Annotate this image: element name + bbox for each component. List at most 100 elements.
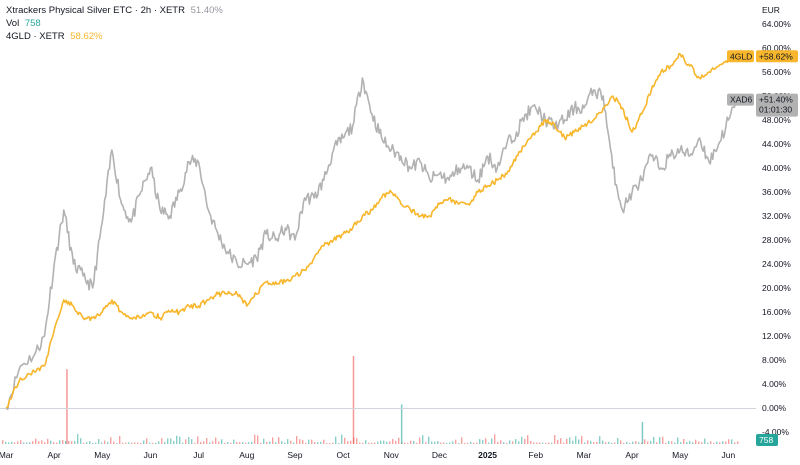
volume-bar xyxy=(545,442,547,444)
volume-bar xyxy=(281,441,283,444)
volume-bar xyxy=(149,442,151,444)
volume-value-tag xyxy=(756,434,778,446)
volume-bar xyxy=(506,442,508,444)
volume-bar xyxy=(692,442,694,444)
volume-bar xyxy=(380,440,382,444)
y-tick-label: 60.00% xyxy=(762,43,791,53)
volume-bar xyxy=(647,441,649,444)
price-tags: 4GLD +58.62% XAD6 +51.40%01:01:30 758 xyxy=(727,50,798,446)
volume-bar xyxy=(131,442,133,444)
volume-bar xyxy=(347,441,349,444)
volume-bar xyxy=(668,441,670,444)
volume-bar xyxy=(194,442,196,444)
volume-bar xyxy=(323,439,325,444)
volume-bar xyxy=(512,441,514,444)
volume-bar xyxy=(578,439,580,444)
legend-compare-row[interactable]: 4GLD · XETR 58.62% xyxy=(6,30,223,43)
y-tick-label: 24.00% xyxy=(762,259,791,269)
volume-bar xyxy=(374,442,376,444)
volume-bar xyxy=(152,442,154,444)
y-axis[interactable]: 64.00%60.00%56.00%52.00%48.00%44.00%40.0… xyxy=(762,19,791,437)
volume-bar xyxy=(260,442,262,444)
volume-bar xyxy=(266,442,268,444)
volume-bar xyxy=(563,442,565,444)
volume-bar xyxy=(68,441,70,444)
volume-bar xyxy=(275,442,277,444)
volume-bar xyxy=(479,439,481,444)
volume-bar xyxy=(296,436,298,444)
legend-vol-row[interactable]: Vol 758 xyxy=(6,17,223,30)
y-tick-label: 16.00% xyxy=(762,307,791,317)
y-tick-label: 4.00% xyxy=(762,379,787,389)
volume-bar xyxy=(527,435,529,444)
volume-bar xyxy=(440,442,442,444)
volume-bar xyxy=(98,439,100,444)
volume-bar xyxy=(488,442,490,444)
volume-bar xyxy=(716,441,718,444)
volume-bar xyxy=(416,442,418,444)
volume-bar xyxy=(125,442,127,444)
chart-legend: Xtrackers Physical Silver ETC · 2h · XET… xyxy=(6,4,223,43)
volume-bar xyxy=(674,442,676,444)
volume-bar xyxy=(206,438,208,444)
volume-bar xyxy=(38,441,40,444)
volume-bar xyxy=(122,442,124,444)
silver-countdown-text: 01:01:30 xyxy=(759,105,792,115)
legend-main-row[interactable]: Xtrackers Physical Silver ETC · 2h · XET… xyxy=(6,4,223,17)
volume-bar xyxy=(335,436,337,444)
volume-bar xyxy=(377,441,379,444)
volume-bar xyxy=(344,437,346,444)
volume-bar xyxy=(212,441,214,444)
volume-bar xyxy=(41,440,43,444)
legend-compare-value: 58.62% xyxy=(70,31,103,42)
x-tick-label: Aug xyxy=(239,450,254,460)
volume-bar xyxy=(734,442,736,444)
volume-bar xyxy=(461,437,463,444)
y-tick-label: 56.00% xyxy=(762,67,791,77)
volume-bar xyxy=(425,442,427,444)
x-tick-label: Jun xyxy=(722,450,736,460)
volume-bar xyxy=(74,440,76,444)
x-tick-label: Mar xyxy=(0,450,13,460)
volume-bar xyxy=(449,442,451,444)
volume-bar xyxy=(329,442,331,444)
volume-bar xyxy=(239,442,241,444)
volume-bar xyxy=(83,442,85,444)
volume-bar xyxy=(653,436,655,444)
volume-bar xyxy=(179,436,181,444)
volume-bar xyxy=(620,440,622,444)
volume-bar xyxy=(134,442,136,444)
x-tick-label: Apr xyxy=(625,450,638,460)
volume-bar xyxy=(191,439,193,444)
volume-bar xyxy=(704,438,706,444)
y-tick-label: 12.00% xyxy=(762,331,791,341)
volume-bar xyxy=(605,442,607,444)
volume-bar xyxy=(263,438,265,444)
silver-symbol-tag xyxy=(727,93,754,106)
x-axis[interactable]: Mar Apr May Jun Jul Aug Sep Oct Nov Dec 2025 Feb Mar… xyxy=(0,450,735,460)
y-tick-label: 28.00% xyxy=(762,235,791,245)
volume-bar xyxy=(680,442,682,444)
series-line-xad6[interactable] xyxy=(5,77,739,411)
volume-bar xyxy=(623,442,625,444)
volume-bar xyxy=(371,442,373,444)
volume-bar xyxy=(221,439,223,444)
x-tick-label: May xyxy=(94,450,111,460)
volume-bar xyxy=(299,439,301,444)
volume-bar xyxy=(32,441,34,444)
series-line-4gld[interactable] xyxy=(5,52,739,409)
volume-bar xyxy=(659,437,661,444)
volume-bar xyxy=(554,434,556,444)
volume-bar xyxy=(350,440,352,444)
volume-bar xyxy=(251,441,253,444)
volume-bar xyxy=(533,442,535,444)
volume-bar xyxy=(737,441,739,444)
volume-bar xyxy=(107,441,109,444)
volume-bar xyxy=(200,441,202,444)
volume-bar xyxy=(467,442,469,444)
volume-bar xyxy=(722,441,724,444)
silver-value-text: +51.40% xyxy=(759,95,793,105)
x-tick-label: Dec xyxy=(432,450,448,460)
series-lines xyxy=(5,52,739,411)
